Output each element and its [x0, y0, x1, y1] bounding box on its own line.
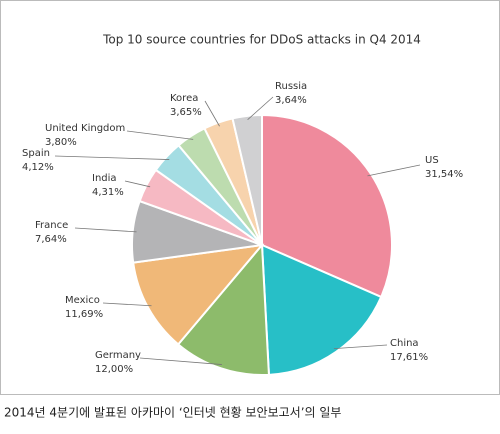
value-label: 7,64% — [35, 234, 67, 245]
slice-label: Korea — [170, 93, 198, 104]
leader-line — [139, 357, 222, 365]
value-label: 3,80% — [45, 137, 77, 148]
caption: 2014년 4분기에 발표된 아카마이 ‘인터넷 현황 보안보고서’의 일부 — [4, 406, 341, 420]
pie-slice — [231, 113, 263, 246]
leader-line — [124, 180, 151, 188]
value-label: 3,64% — [275, 95, 307, 106]
leader-line — [54, 155, 170, 160]
value-label: 17,61% — [390, 352, 428, 363]
leader-line — [333, 344, 388, 349]
pie-slice — [260, 243, 383, 376]
value-label: 3,65% — [170, 107, 202, 118]
slice-label: US — [425, 155, 439, 166]
leader-line — [204, 100, 220, 127]
value-label: 12,00% — [95, 364, 133, 375]
value-label: 11,69% — [65, 309, 103, 320]
leader-line — [102, 302, 152, 307]
slice-label: Russia — [275, 81, 307, 92]
slice-label: Germany — [95, 350, 141, 361]
slice-label: Mexico — [65, 295, 100, 306]
leader-line — [247, 96, 274, 121]
slice-label: United Kingdom — [45, 123, 125, 134]
value-label: 4,31% — [92, 187, 124, 198]
slice-label: Spain — [22, 148, 50, 159]
pie-slice — [176, 242, 270, 376]
pie-slice — [261, 113, 393, 299]
leader-line — [74, 227, 137, 233]
chart-title: Top 10 source countries for DDoS attacks… — [102, 33, 421, 47]
value-label: 31,54% — [425, 169, 463, 180]
slice-label: China — [390, 338, 419, 349]
slice-label: France — [35, 220, 68, 231]
value-label: 4,12% — [22, 162, 54, 173]
leader-line — [126, 130, 194, 140]
leader-line — [367, 164, 421, 177]
pie-slice — [132, 243, 265, 346]
slice-label: India — [92, 173, 117, 184]
